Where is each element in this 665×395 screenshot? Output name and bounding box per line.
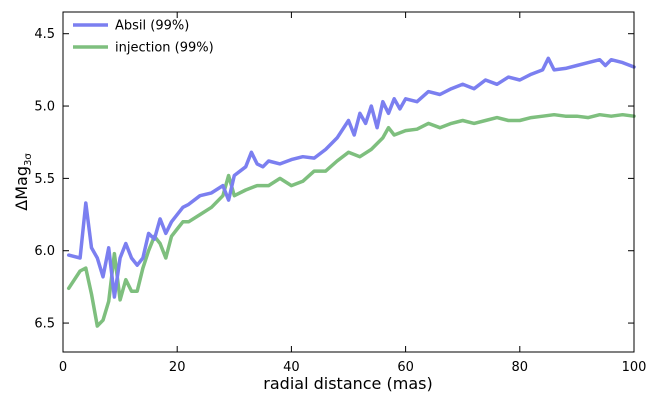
y-axis-title: ΔMag3σ (12, 153, 34, 211)
plot-frame (62, 11, 635, 353)
x-tick-label-5: 100 (622, 360, 647, 375)
y-tick-label-1: 5.0 (34, 100, 55, 115)
legend: Absil (99%) injection (99%) (73, 19, 214, 56)
x-tick-label-4: 80 (512, 360, 529, 375)
legend-label-1: injection (99%) (115, 41, 214, 56)
x-tick-label-2: 40 (283, 360, 300, 375)
series-layer (66, 56, 636, 328)
y-tick-label-2: 5.5 (34, 172, 55, 187)
svg-text:ΔMag3σ: ΔMag3σ (12, 153, 34, 211)
y-tick-label-4: 6.5 (34, 317, 55, 332)
y-tick-label-0: 4.5 (34, 27, 55, 42)
ticks-layer: 0 20 40 60 80 100 4.5 5.0 5.5 6.0 6.5 (34, 12, 646, 375)
y-axis-title-main: ΔMag (12, 166, 31, 211)
x-tick-label-0: 0 (59, 360, 67, 375)
series-line-1 (66, 112, 636, 328)
legend-label-0: Absil (99%) (115, 19, 189, 34)
x-tick-label-3: 60 (397, 360, 414, 375)
x-tick-label-1: 20 (169, 360, 186, 375)
y-tick-label-3: 6.0 (34, 244, 55, 259)
y-axis-title-sub: 3σ (23, 153, 34, 166)
x-axis-title: radial distance (mas) (263, 374, 432, 393)
series-line-0 (66, 56, 636, 299)
